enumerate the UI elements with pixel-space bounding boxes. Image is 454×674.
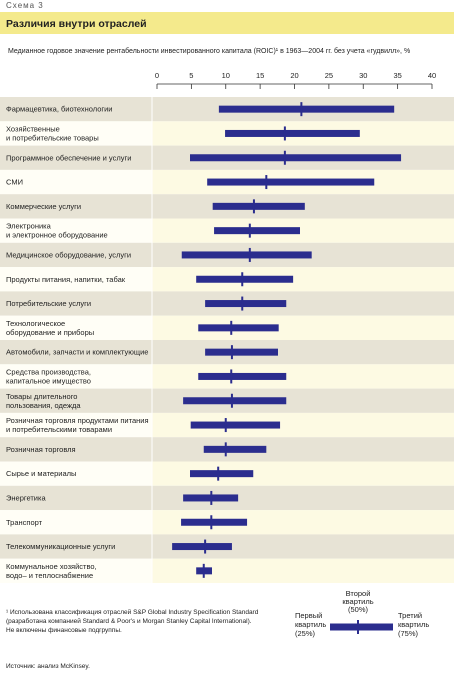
row-band: [152, 364, 454, 389]
category-label: Хозяйственные и потребительские товары: [6, 124, 99, 142]
footnote: ¹ Использована классификация отраслей S&…: [6, 608, 259, 634]
row-label-bg: [0, 315, 152, 340]
median-tick: [248, 223, 251, 238]
median-tick: [248, 247, 251, 262]
range-bar: [214, 227, 300, 235]
range-bar: [183, 397, 287, 405]
category-label: Телекоммуникационные услуги: [6, 542, 115, 551]
median-tick: [224, 418, 227, 433]
header: Схема 3: [6, 1, 44, 10]
x-tick-label: 30: [359, 71, 367, 80]
range-bar: [190, 470, 254, 478]
median-tick: [230, 345, 233, 360]
category-label: Энергетика: [6, 493, 46, 502]
range-bar: [212, 202, 305, 210]
title-bar: [0, 12, 454, 34]
range-bar: [190, 421, 281, 429]
range-bar: [172, 543, 232, 551]
category-label: Коммунальное хозяйство, водо– и теплоснаб…: [6, 562, 97, 580]
category-label: Потребительские услуги: [6, 299, 91, 308]
median-tick: [300, 102, 303, 117]
category-label: Продукты питания, напитки, табак: [6, 275, 126, 284]
legend-median: [357, 620, 359, 634]
category-label: Медицинское оборудование, услуги: [6, 250, 131, 259]
source: Источник: анализ McKinsey.: [6, 663, 90, 670]
median-tick: [202, 563, 205, 578]
x-tick-label: 10: [222, 71, 230, 80]
median-tick: [230, 369, 233, 384]
range-bar: [196, 275, 294, 283]
median-tick: [204, 539, 207, 554]
median-tick: [210, 490, 213, 505]
row-label-bg: [0, 558, 152, 583]
legend-bar: [330, 623, 393, 631]
median-tick: [210, 515, 213, 530]
range-bar: [203, 445, 267, 453]
x-tick-label: 5: [189, 71, 193, 80]
range-bar: [205, 348, 278, 356]
category-label: Автомобили, запчасти и комплектующие: [6, 348, 148, 357]
x-tick-label: 0: [155, 71, 159, 80]
range-bar: [207, 178, 375, 186]
legend-label: Второй квартиль (50%): [342, 589, 373, 614]
row-band: [152, 315, 454, 340]
median-tick: [252, 199, 255, 214]
category-label: Электроника и электронное оборудование: [6, 222, 108, 240]
median-tick: [283, 126, 286, 141]
x-tick-label: 20: [290, 71, 298, 80]
row-label-bg: [0, 461, 152, 486]
category-label: Средства производства, капитальное имущес…: [6, 367, 91, 385]
category-label: Программное обеспечение и услуги: [6, 153, 131, 162]
category-label: Технологическое оборудование и приборы: [6, 319, 94, 337]
x-tick-label: 15: [256, 71, 264, 80]
subtitle: Медианное годовое значение рентабельност…: [8, 47, 410, 55]
median-tick: [217, 466, 220, 481]
row-label-bg: [0, 510, 152, 535]
x-tick-label: 35: [393, 71, 401, 80]
category-label: Фармацевтика, биотехнологии: [6, 105, 112, 114]
row-label-bg: [0, 169, 152, 195]
x-tick-label: 40: [428, 71, 436, 80]
chart-title: Различия внутри отраслей: [6, 18, 147, 30]
range-bar: [198, 372, 287, 380]
category-label: Товары длительного пользования, одежда: [6, 392, 81, 410]
row-label-bg: [0, 412, 152, 438]
category-label: Коммерческие услуги: [6, 202, 81, 211]
row-label-bg: [0, 218, 152, 243]
category-label: СМИ: [6, 178, 23, 187]
range-bar: [225, 129, 360, 137]
median-tick: [230, 393, 233, 408]
legend-label: Третий квартиль (75%): [398, 611, 429, 638]
range-bar: [190, 154, 402, 162]
median-tick: [241, 296, 244, 311]
row-label-bg: [0, 121, 152, 146]
median-tick: [241, 272, 244, 287]
category-label: Транспорт: [6, 518, 43, 527]
row-label-bg: [0, 364, 152, 389]
range-bar: [198, 324, 279, 332]
median-tick: [283, 150, 286, 165]
row-band: [152, 218, 454, 243]
range-bar: [181, 251, 312, 259]
range-bar: [205, 300, 287, 308]
median-tick: [265, 175, 268, 190]
category-label: Розничная торговля: [6, 445, 76, 454]
category-label: Розничная торговля продуктами питания и п…: [6, 416, 149, 434]
x-tick-label: 25: [325, 71, 333, 80]
median-tick: [230, 320, 233, 335]
median-tick: [224, 442, 227, 457]
legend-label: Первый квартиль (25%): [295, 611, 326, 638]
category-label: Сырье и материалы: [6, 469, 76, 478]
range-bar: [218, 105, 395, 113]
row-label-bg: [0, 267, 152, 292]
range-bar: [181, 518, 248, 526]
